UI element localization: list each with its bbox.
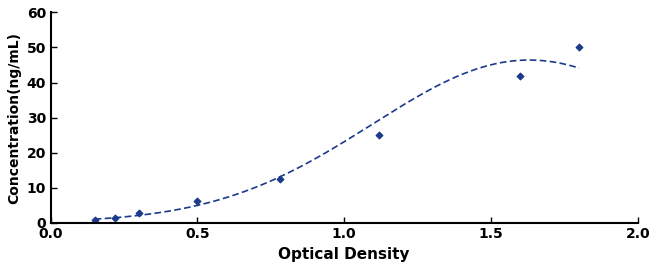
Y-axis label: Concentration(ng/mL): Concentration(ng/mL) [7,31,21,204]
X-axis label: Optical Density: Optical Density [279,247,410,262]
